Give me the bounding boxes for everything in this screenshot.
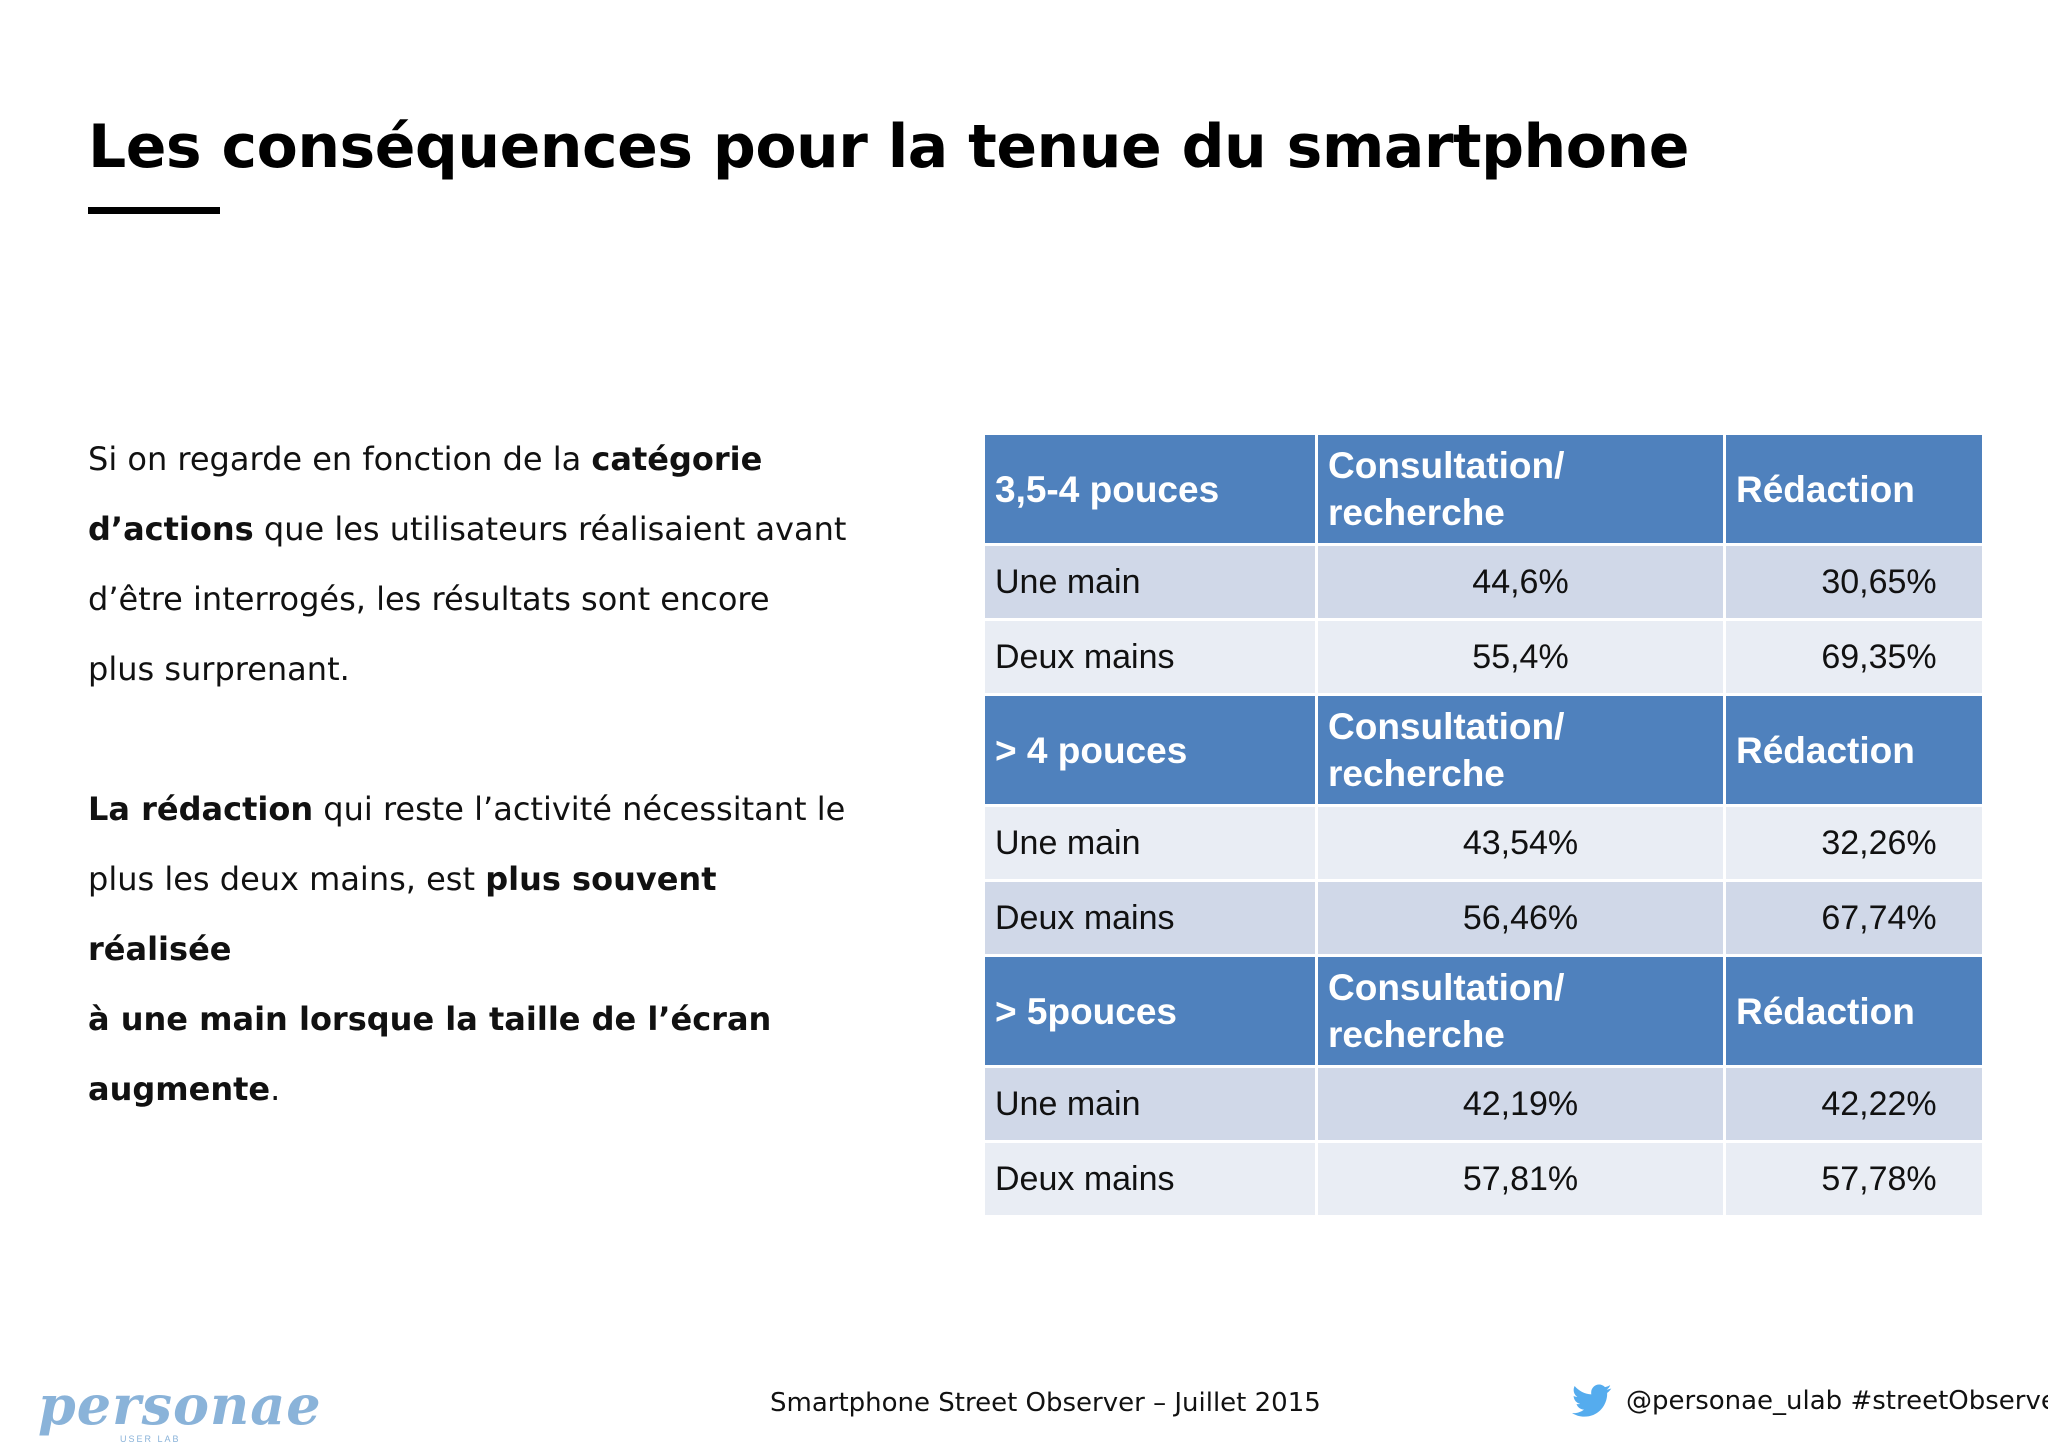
table-header-row: > 5pouces Consultation/ recherche Rédact… [982, 954, 1985, 1068]
text-run: Si on regarde en fonction de la [88, 440, 592, 478]
logo-wordmark: personae [38, 1373, 322, 1437]
header-redaction: Rédaction [1723, 954, 1985, 1068]
header-screen-size: > 4 pouces [982, 693, 1318, 807]
redaction-value: 57,78% [1723, 1140, 1985, 1218]
redaction-value: 67,74% [1723, 879, 1985, 957]
bold-run: plus souvent réalisée [88, 860, 717, 968]
table-row: Deux mains 56,46% 67,74% [982, 879, 1985, 957]
consultation-value: 43,54% [1315, 804, 1726, 882]
bold-run: catégorie [591, 440, 763, 478]
personae-logo: personae USER LAB [38, 1373, 322, 1444]
table-row: Une main 44,6% 30,65% [982, 543, 1985, 621]
redaction-value: 30,65% [1723, 543, 1985, 621]
text-run: d’être interrogés, les résultats sont en… [88, 580, 770, 618]
redaction-value: 69,35% [1723, 618, 1985, 696]
table-row: Une main 43,54% 32,26% [982, 804, 1985, 882]
text-run: que les utilisateurs réalisaient avant [253, 510, 847, 548]
consultation-value: 56,46% [1315, 879, 1726, 957]
bold-run: augmente [88, 1070, 271, 1108]
body-text: Si on regarde en fonction de la catégori… [88, 424, 848, 1124]
header-redaction: Rédaction [1723, 432, 1985, 546]
table-row: Deux mains 57,81% 57,78% [982, 1140, 1985, 1218]
header-consultation: Consultation/ recherche [1315, 954, 1726, 1068]
text-run: . [270, 1070, 281, 1108]
consultation-value: 44,6% [1315, 543, 1726, 621]
header-consultation: Consultation/ recherche [1315, 432, 1726, 546]
header-screen-size: 3,5-4 pouces [982, 432, 1318, 546]
consultation-value: 57,81% [1315, 1140, 1726, 1218]
row-label: Une main [982, 1065, 1318, 1143]
text-run: plus les deux mains, est [88, 860, 486, 898]
redaction-value: 32,26% [1723, 804, 1985, 882]
table-row: Deux mains 55,4% 69,35% [982, 618, 1985, 696]
bold-run: à une main lorsque la taille de l’écran [88, 1000, 772, 1038]
text-run: qui reste l’activité nécessitant le [313, 790, 846, 828]
bold-run: d’actions [88, 510, 254, 548]
paragraph-2: La rédaction qui reste l’activité nécess… [88, 774, 848, 1124]
table-header-row: 3,5-4 pouces Consultation/ recherche Réd… [982, 432, 1985, 546]
bold-run: La rédaction [88, 790, 314, 828]
row-label: Deux mains [982, 618, 1318, 696]
footer-social: @personae_ulab #streetObserver [1572, 1384, 2048, 1418]
results-table: 3,5-4 pouces Consultation/ recherche Réd… [982, 432, 1985, 1218]
row-label: Une main [982, 804, 1318, 882]
table-row: Une main 42,19% 42,22% [982, 1065, 1985, 1143]
text-run: plus surprenant. [88, 650, 350, 688]
paragraph-1: Si on regarde en fonction de la catégori… [88, 424, 848, 704]
table-header-row: > 4 pouces Consultation/ recherche Rédac… [982, 693, 1985, 807]
twitter-bird-icon [1572, 1384, 1612, 1417]
header-redaction: Rédaction [1723, 693, 1985, 807]
header-consultation: Consultation/ recherche [1315, 693, 1726, 807]
page-title: Les conséquences pour la tenue du smartp… [88, 112, 1689, 182]
consultation-value: 42,19% [1315, 1065, 1726, 1143]
header-screen-size: > 5pouces [982, 954, 1318, 1068]
title-underline [88, 207, 220, 214]
logo-subtitle: USER LAB [120, 1434, 181, 1444]
row-label: Deux mains [982, 1140, 1318, 1218]
footer-handle: @personae_ulab #streetObserver [1626, 1386, 2048, 1416]
row-label: Deux mains [982, 879, 1318, 957]
redaction-value: 42,22% [1723, 1065, 1985, 1143]
consultation-value: 55,4% [1315, 618, 1726, 696]
row-label: Une main [982, 543, 1318, 621]
footer-event-label: Smartphone Street Observer – Juillet 201… [770, 1388, 1321, 1418]
